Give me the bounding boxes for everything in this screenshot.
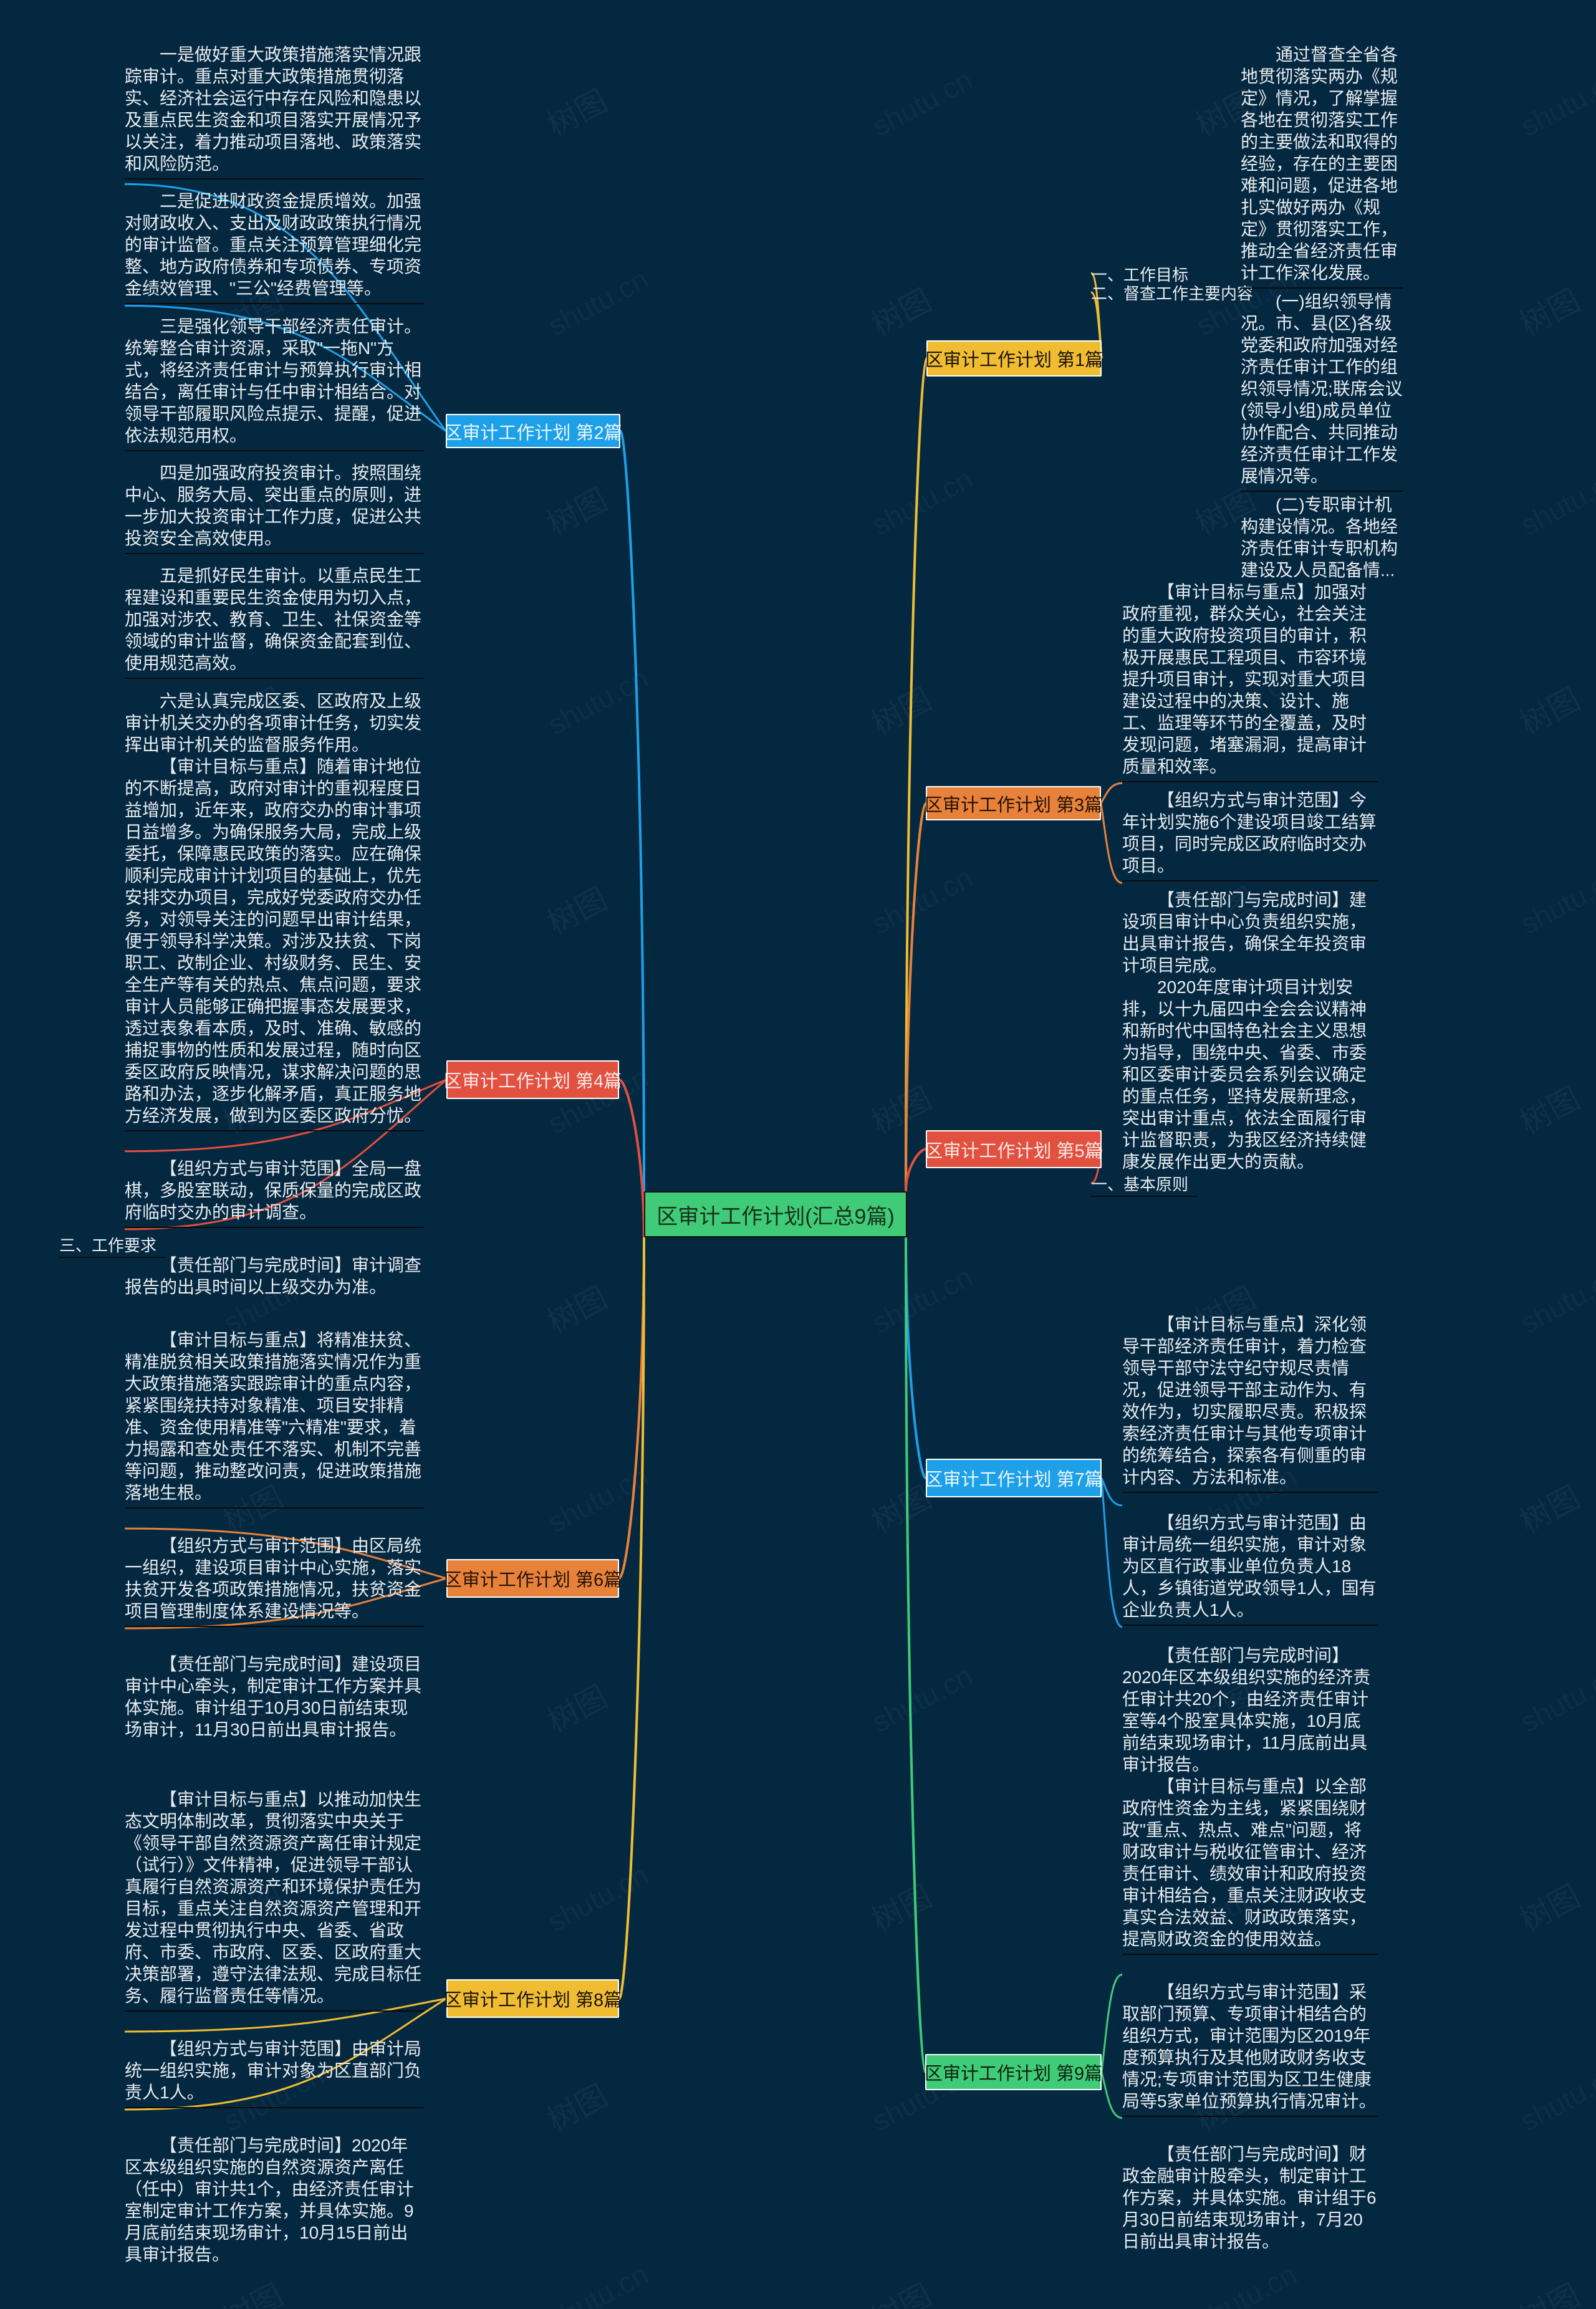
svg-text:shutu.cn: shutu.cn <box>0 2257 5 2309</box>
svg-text:树图: 树图 <box>542 1280 613 1340</box>
svg-text:树图: 树图 <box>1514 282 1586 342</box>
svg-text:树图: 树图 <box>1514 2277 1586 2309</box>
svg-text:shutu.cn: shutu.cn <box>1515 63 1596 143</box>
svg-text:树图: 树图 <box>866 681 938 741</box>
svg-text:shutu.cn: shutu.cn <box>1515 861 1596 941</box>
svg-text:shutu.cn: shutu.cn <box>542 1858 653 1938</box>
svg-text:shutu.cn: shutu.cn <box>1191 2257 1302 2309</box>
svg-text:shutu.cn: shutu.cn <box>1515 1659 1596 1739</box>
svg-text:树图: 树图 <box>542 482 613 542</box>
svg-text:树图: 树图 <box>866 282 938 342</box>
svg-text:树图: 树图 <box>1514 1080 1586 1140</box>
svg-text:shutu.cn: shutu.cn <box>0 262 5 342</box>
svg-text:树图: 树图 <box>218 2277 289 2309</box>
svg-text:shutu.cn: shutu.cn <box>867 63 978 143</box>
svg-text:树图: 树图 <box>542 2078 613 2138</box>
svg-text:树图: 树图 <box>1514 681 1586 741</box>
svg-text:shutu.cn: shutu.cn <box>1515 2058 1596 2138</box>
svg-text:树图: 树图 <box>1514 1479 1586 1539</box>
svg-text:shutu.cn: shutu.cn <box>542 1459 653 1539</box>
svg-text:shutu.cn: shutu.cn <box>542 2257 653 2309</box>
svg-text:shutu.cn: shutu.cn <box>867 1659 978 1739</box>
svg-text:树图: 树图 <box>542 1679 613 1739</box>
svg-text:shutu.cn: shutu.cn <box>867 462 978 542</box>
svg-text:树图: 树图 <box>866 2277 938 2309</box>
svg-text:shutu.cn: shutu.cn <box>867 1260 978 1340</box>
svg-text:shutu.cn: shutu.cn <box>867 861 978 941</box>
svg-text:shutu.cn: shutu.cn <box>0 661 5 741</box>
svg-text:树图: 树图 <box>542 881 613 941</box>
svg-text:shutu.cn: shutu.cn <box>1515 1260 1596 1340</box>
svg-text:shutu.cn: shutu.cn <box>1515 462 1596 542</box>
svg-text:shutu.cn: shutu.cn <box>0 1459 5 1539</box>
svg-text:树图: 树图 <box>866 1878 938 1938</box>
svg-text:shutu.cn: shutu.cn <box>0 1060 5 1140</box>
svg-text:shutu.cn: shutu.cn <box>0 1858 5 1938</box>
svg-text:树图: 树图 <box>1514 1878 1586 1938</box>
svg-text:shutu.cn: shutu.cn <box>542 262 653 342</box>
svg-text:树图: 树图 <box>542 83 613 143</box>
